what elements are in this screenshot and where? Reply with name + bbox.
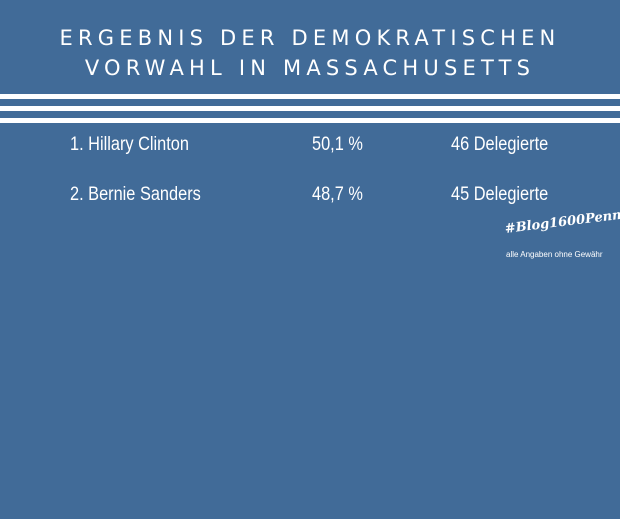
divider-stripe: [0, 106, 620, 111]
title-line-2: VORWAHL IN MASSACHUSETTS: [84, 56, 536, 80]
result-2-delegates: 45 Delegierte: [451, 184, 549, 205]
result-1-percent: 50,1 %: [312, 134, 363, 155]
blog-hashtag: #Blog1600Penn: [504, 207, 620, 237]
divider-stripe: [0, 118, 620, 123]
result-1-candidate: 1. Hillary Clinton: [70, 134, 189, 155]
result-2-candidate: 2. Bernie Sanders: [70, 184, 201, 205]
result-2-percent: 48,7 %: [312, 184, 363, 205]
disclaimer-note: alle Angaben ohne Gewähr: [506, 250, 603, 259]
title-line-1: ERGEBNIS DER DEMOKRATISCHEN: [59, 26, 561, 50]
divider-stripe: [0, 94, 620, 99]
result-1-delegates: 46 Delegierte: [451, 134, 549, 155]
